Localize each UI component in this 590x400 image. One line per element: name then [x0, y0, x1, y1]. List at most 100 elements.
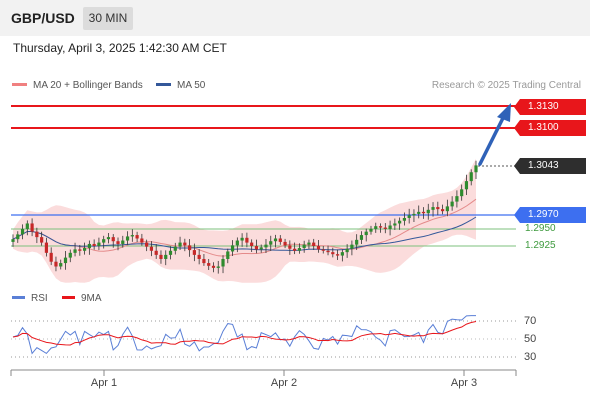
legend-rsi-label: RSI — [31, 293, 48, 304]
last-price-tag: 1.3043 — [514, 158, 586, 174]
candle-bearish — [283, 241, 287, 246]
candle-bullish — [130, 235, 134, 237]
candle-bearish — [154, 250, 158, 255]
candle-bullish — [82, 248, 87, 251]
candle-bullish — [102, 239, 106, 243]
candle-bearish — [207, 263, 211, 266]
timeframe-button[interactable]: 30 MIN — [83, 7, 133, 30]
candle-bearish — [316, 246, 321, 250]
candle-bullish — [393, 223, 397, 226]
ma20-line — [12, 198, 477, 257]
candle-bullish — [87, 243, 91, 249]
candle-bullish — [226, 251, 230, 259]
candle-bullish — [125, 236, 130, 241]
candle-bullish — [398, 220, 402, 224]
candle-bearish — [78, 249, 82, 251]
candle-bullish — [106, 237, 111, 240]
candle-bullish — [230, 245, 235, 252]
x-label-apr3: Apr 3 — [450, 377, 478, 389]
candle-bullish — [121, 240, 125, 244]
candle-bullish — [364, 231, 368, 236]
candle-bearish — [44, 242, 49, 253]
candle-bearish — [30, 223, 34, 232]
candle-bullish — [97, 242, 101, 246]
candle-bearish — [335, 254, 340, 256]
candle-bearish — [326, 250, 330, 253]
candle-bullish — [355, 239, 359, 245]
candle-bullish — [426, 209, 430, 214]
legend-ma50-label: MA 50 — [177, 80, 206, 91]
candle-bullish — [164, 254, 168, 259]
candle-bullish — [302, 244, 306, 249]
timestamp-label: Thursday, April 3, 2025 1:42:30 AM CET — [13, 41, 227, 55]
candle-bearish — [140, 238, 144, 243]
candle-bearish — [383, 227, 387, 229]
candle-bearish — [145, 242, 149, 247]
support-2-tag: 1.2925 — [525, 240, 556, 251]
legend-rsi-ma: 9MA — [62, 293, 102, 304]
candle-bullish — [273, 238, 278, 242]
candle-bullish — [264, 244, 268, 248]
x-label-apr2: Apr 2 — [270, 377, 298, 389]
rsi-swatch-icon — [12, 295, 25, 299]
candle-bearish — [92, 243, 96, 246]
candle-bullish — [168, 250, 173, 255]
candle-bearish — [440, 209, 445, 212]
candle-bullish — [73, 249, 77, 253]
candle-bullish — [178, 242, 182, 247]
candle-bearish — [288, 245, 292, 249]
bollinger-swatch-icon — [12, 82, 27, 86]
candle-bullish — [374, 226, 378, 229]
candle-bearish — [49, 252, 53, 262]
target-arrow-icon — [478, 103, 511, 166]
support-1-tag: 1.2950 — [525, 223, 556, 234]
resistance-1-tag: 1.3100 — [514, 120, 586, 136]
candle-bullish — [455, 196, 459, 202]
candle-bullish — [297, 248, 301, 251]
candle-bullish — [460, 189, 464, 197]
legend-rsi: RSI — [12, 293, 48, 304]
ma50-swatch-icon — [156, 82, 171, 86]
candle-bearish — [293, 248, 297, 251]
candle-bullish — [259, 247, 263, 250]
candle-bullish — [216, 266, 220, 268]
candle-bearish — [202, 258, 206, 264]
rsi-tick-50: 50 — [524, 333, 537, 345]
instrument-header: GBP/USD 30 MIN — [0, 0, 590, 36]
candle-bullish — [235, 240, 239, 246]
candle-bearish — [192, 250, 196, 255]
candle-bullish — [173, 246, 177, 251]
candle-bearish — [254, 246, 259, 250]
candle-bullish — [464, 181, 469, 190]
candle-bearish — [436, 207, 440, 210]
rsi-line — [12, 315, 476, 355]
candle-bullish — [474, 165, 478, 173]
candle-bearish — [378, 226, 383, 228]
candle-bullish — [345, 248, 349, 253]
candle-bearish — [188, 245, 192, 251]
candle-bullish — [240, 237, 244, 241]
rsi-tick-30: 30 — [524, 351, 537, 363]
candle-bullish — [431, 207, 435, 210]
candle-bullish — [469, 172, 473, 182]
currency-pair-title: GBP/USD — [11, 10, 75, 26]
candle-bearish — [116, 241, 120, 244]
legend-bollinger-label: MA 20 + Bollinger Bands — [33, 80, 143, 91]
candle-bearish — [40, 237, 44, 243]
candle-bearish — [135, 235, 139, 239]
bollinger-band — [13, 158, 476, 283]
candle-bullish — [388, 225, 392, 229]
rsi-ma-swatch-icon — [62, 295, 75, 299]
candle-bullish — [340, 252, 344, 256]
candle-bearish — [421, 211, 426, 214]
candle-bearish — [245, 237, 249, 243]
candle-bullish — [445, 206, 449, 212]
candle-bearish — [111, 237, 115, 242]
legend-ma50: MA 50 — [156, 80, 205, 91]
x-label-apr1: Apr 1 — [90, 377, 118, 389]
candle-bullish — [369, 228, 373, 232]
candle-bullish — [25, 223, 29, 229]
candle-bearish — [278, 238, 282, 242]
candle-bullish — [11, 239, 15, 242]
